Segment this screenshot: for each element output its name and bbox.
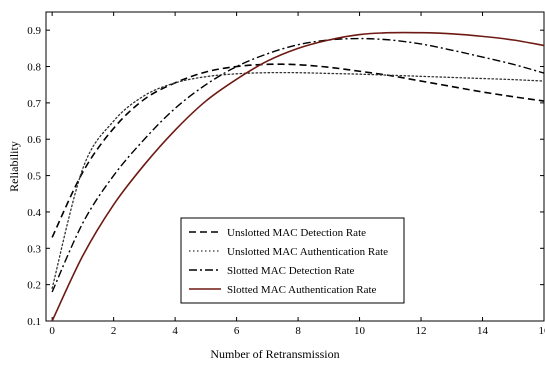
plot-frame (45, 11, 545, 322)
x-tick-label: 10 (354, 325, 366, 337)
y-tick-label: 0.4 (27, 207, 41, 219)
y-tick-label: 0.2 (27, 280, 41, 292)
legend: Unslotted MAC Detection Rate Unslotted MA… (180, 217, 405, 304)
x-tick-label: 14 (477, 325, 489, 337)
series-line-4 (51, 31, 544, 321)
y-tick-label: 0.5 (27, 171, 41, 183)
x-tick-label: 0 (49, 325, 55, 337)
x-axis-title: Number of Retransmission (210, 347, 339, 361)
y-axis-title: Reliability (7, 141, 21, 192)
legend-label-2: Unslotted MAC Authentication Rate (227, 246, 388, 258)
x-tick-label: 6 (234, 325, 240, 337)
x-axis-label: Number of Retransmission (210, 347, 339, 361)
y-tick-label: 0.8 (27, 62, 41, 74)
x-tick-label: 2 (111, 325, 117, 337)
axis-ticks: 0 2 4 6 8 10 12 14 16 0.1 0.2 0.3 0.4 0.5 0.6 0.7 0.8 0.9 (27, 12, 545, 337)
y-tick-label: 0.7 (27, 98, 41, 110)
legend-label-4: Slotted MAC Authentication Rate (227, 284, 377, 296)
legend-label-1: Unslotted MAC Detection Rate (227, 227, 366, 239)
series-line-2 (51, 71, 544, 289)
x-tick-label: 16 (539, 325, 545, 337)
series-lines (51, 31, 544, 321)
plot-border (45, 11, 545, 322)
y-tick-label: 0.6 (27, 134, 41, 146)
x-tick-label: 4 (172, 325, 178, 337)
x-tick-label: 8 (295, 325, 301, 337)
y-tick-label: 0.1 (27, 316, 41, 328)
y-tick-label: 0.9 (27, 25, 41, 37)
y-tick-label: 0.3 (27, 243, 41, 255)
x-tick-label: 12 (416, 325, 427, 337)
series-line-1 (51, 63, 544, 238)
legend-label-3: Slotted MAC Detection Rate (227, 265, 355, 277)
y-axis-label: Reliability (7, 141, 21, 192)
series-line-3 (51, 37, 544, 293)
